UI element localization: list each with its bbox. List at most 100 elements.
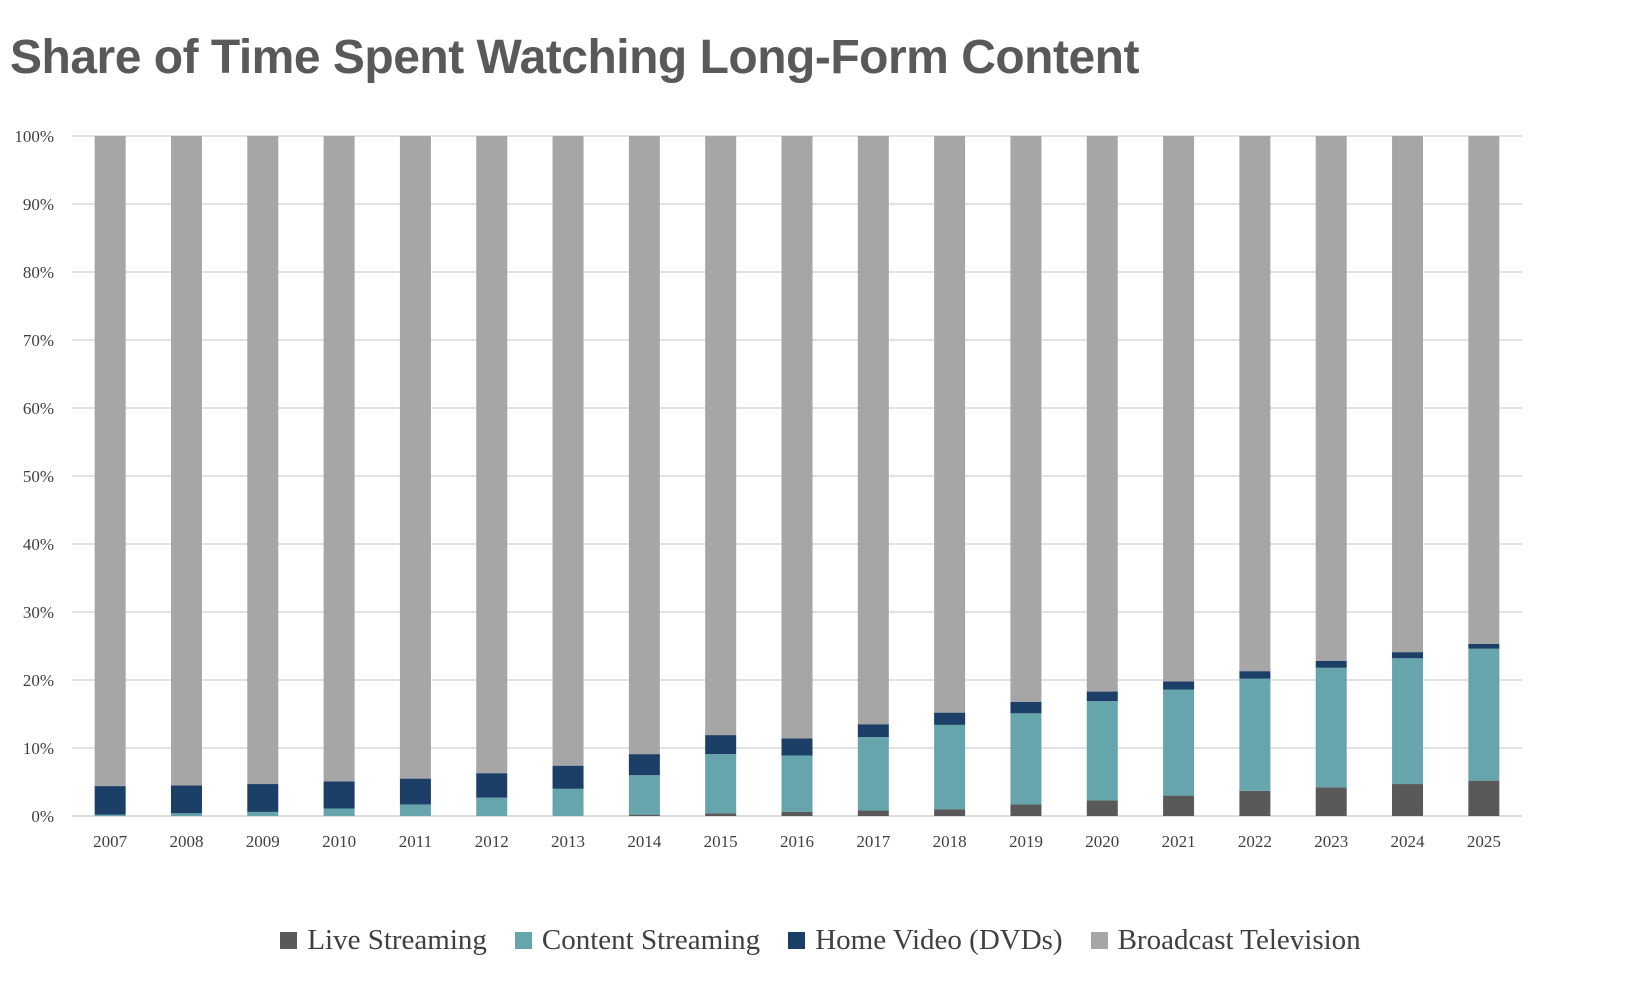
x-tick-label: 2020: [1085, 832, 1119, 851]
y-tick-label: 30%: [23, 603, 54, 622]
x-tick-label: 2010: [322, 832, 356, 851]
bar-segment-live-streaming: [1239, 790, 1271, 816]
legend-item: Live Streaming: [280, 924, 487, 957]
x-tick-label: 2007: [93, 832, 128, 851]
bar-segment-broadcast-television: [1468, 136, 1500, 644]
bar-segment-broadcast-television: [857, 136, 889, 725]
bar-segment-home-video-dvds: [1392, 652, 1424, 659]
legend-label: Live Streaming: [307, 923, 487, 956]
bar-segment-home-video-dvds: [323, 781, 355, 809]
bar-segment-content-streaming: [94, 814, 126, 816]
bar-segment-content-streaming: [705, 754, 737, 814]
bar-segment-broadcast-television: [1163, 136, 1195, 682]
bar-segment-content-streaming: [1315, 667, 1347, 788]
bar-segment-broadcast-television: [934, 136, 966, 713]
bar-segment-live-streaming: [1392, 784, 1424, 816]
bar-segment-broadcast-television: [170, 136, 202, 786]
bar-segment-home-video-dvds: [1010, 701, 1042, 714]
y-tick-label: 90%: [23, 195, 54, 214]
bar-segment-home-video-dvds: [476, 773, 508, 798]
legend-swatch: [788, 931, 806, 949]
bar-segment-home-video-dvds: [857, 724, 889, 738]
bar-segment-content-streaming: [399, 804, 431, 816]
bar-segment-home-video-dvds: [94, 786, 126, 815]
bar-segment-live-streaming: [1010, 804, 1042, 816]
bar-segment-content-streaming: [1086, 701, 1118, 801]
chart-title: Share of Time Spent Watching Long-Form C…: [10, 31, 1139, 84]
bar-segment-broadcast-television: [705, 136, 737, 736]
legend-swatch: [1090, 931, 1108, 949]
bar-segment-broadcast-television: [552, 136, 584, 766]
bar-segment-live-streaming: [1163, 795, 1195, 816]
x-tick-label: 2022: [1238, 832, 1272, 851]
bar-segment-content-streaming: [628, 775, 660, 815]
legend-label: Broadcast Television: [1117, 923, 1361, 956]
x-tick-label: 2013: [551, 832, 585, 851]
y-tick-label: 20%: [23, 671, 54, 690]
legend-label: Home Video (DVDs): [815, 923, 1063, 956]
bar-segment-broadcast-television: [247, 136, 279, 785]
bar-segment-broadcast-television: [1086, 136, 1118, 692]
bar-segment-home-video-dvds: [247, 784, 279, 812]
x-tick-label: 2021: [1162, 832, 1196, 851]
legend-item: Home Video (DVDs): [788, 923, 1063, 957]
x-tick-label: 2024: [1391, 832, 1426, 851]
x-tick-label: 2008: [169, 832, 203, 851]
y-axis-ticks: 0% 10% 20% 30% 40% 50% 60% 70% 80% 90% 100%: [14, 127, 54, 826]
bar-segment-live-streaming: [1086, 800, 1118, 816]
bar-segment-home-video-dvds: [705, 735, 737, 755]
y-tick-label: 80%: [23, 263, 54, 282]
bar-segment-broadcast-television: [323, 136, 355, 782]
bar-segment-content-streaming: [934, 724, 966, 810]
x-tick-label: 2023: [1314, 832, 1348, 851]
x-tick-label: 2009: [246, 832, 280, 851]
bar-segment-home-video-dvds: [399, 778, 431, 805]
legend-item: Broadcast Television: [1090, 923, 1361, 957]
x-tick-label: 2019: [1009, 832, 1043, 851]
y-tick-label: 0%: [31, 807, 54, 826]
bar-segment-broadcast-television: [476, 136, 508, 774]
x-tick-label: 2015: [704, 832, 738, 851]
legend-label: Content Streaming: [541, 923, 761, 956]
bar-segment-broadcast-television: [94, 136, 126, 787]
bar-segment-home-video-dvds: [628, 754, 660, 776]
bar-segment-home-video-dvds: [1163, 681, 1195, 690]
bar-segment-broadcast-television: [628, 136, 660, 755]
bar-segment-live-streaming: [1315, 787, 1347, 816]
bar-segment-content-streaming: [1468, 648, 1500, 781]
x-tick-label: 2014: [627, 832, 662, 851]
bar-segment-home-video-dvds: [1239, 671, 1271, 679]
x-axis-ticks: 2007 2008 2009 2010 2011 2012 2013 2014 2015 2016…: [93, 832, 1501, 851]
bar-segment-content-streaming: [476, 797, 508, 816]
bar-segment-broadcast-television: [1239, 136, 1271, 672]
bar-segment-live-streaming: [781, 811, 813, 816]
bar-segment-broadcast-television: [1392, 136, 1424, 653]
y-tick-label: 60%: [23, 399, 54, 418]
bar-segment-home-video-dvds: [552, 765, 584, 789]
bar-stacks: [94, 136, 1500, 816]
bar-segment-live-streaming: [934, 809, 966, 816]
bar-segment-home-video-dvds: [1315, 660, 1347, 668]
bar-segment-content-streaming: [1010, 713, 1042, 805]
bar-segment-broadcast-television: [1010, 136, 1042, 702]
bar-segment-content-streaming: [1163, 689, 1195, 796]
bar-segment-content-streaming: [1239, 678, 1271, 791]
x-tick-label: 2018: [933, 832, 967, 851]
bar-segment-live-streaming: [705, 813, 737, 816]
x-tick-label: 2017: [856, 832, 891, 851]
x-tick-label: 2011: [399, 832, 432, 851]
legend: Live Streaming Content Streaming Home Vide…: [0, 920, 1641, 960]
bar-segment-content-streaming: [323, 808, 355, 816]
stacked-bar-chart: 0%10%20%30%40%50%60%70%80%90%100% 2007 20…: [14, 127, 1522, 851]
x-tick-label: 2012: [475, 832, 509, 851]
x-tick-label: 2025: [1467, 832, 1501, 851]
bar-segment-broadcast-television: [781, 136, 813, 739]
legend-swatch: [514, 931, 532, 949]
y-tick-label: 100%: [14, 127, 54, 146]
bar-segment-broadcast-television: [399, 136, 431, 779]
bar-segment-broadcast-television: [1315, 136, 1347, 661]
bar-segment-home-video-dvds: [1468, 643, 1500, 649]
bar-segment-content-streaming: [1392, 658, 1424, 785]
bar-segment-home-video-dvds: [1086, 691, 1118, 702]
y-tick-label: 10%: [23, 739, 54, 758]
